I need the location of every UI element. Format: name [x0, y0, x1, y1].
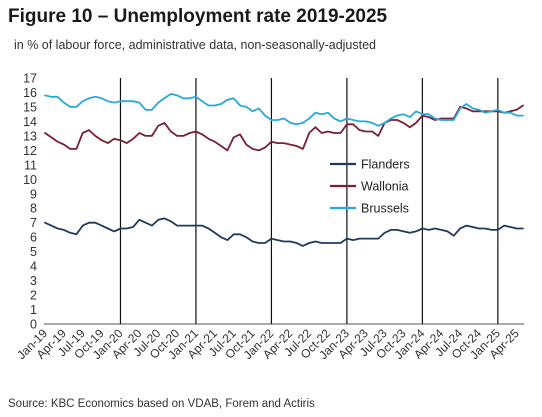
series-lines [44, 93, 524, 247]
legend: Flanders Wallonia Brussels [330, 158, 410, 216]
y-tick-label: 7 [30, 216, 37, 230]
y-tick-label: 15 [23, 100, 37, 114]
legend-label-wallonia: Wallonia [361, 180, 409, 194]
y-tick-label: 8 [30, 202, 37, 216]
legend-label-brussels: Brussels [361, 202, 409, 216]
y-tick-label: 0 [30, 318, 37, 332]
y-tick-label: 17 [23, 72, 37, 86]
y-tick-label: 13 [23, 129, 37, 143]
figure-subtitle: in % of labour force, administrative dat… [14, 38, 377, 52]
y-tick-label: 1 [30, 303, 37, 317]
y-tick-label: 11 [24, 158, 37, 172]
y-tick-label: 10 [23, 173, 37, 187]
year-separators [119, 78, 499, 324]
y-tick-label: 3 [30, 274, 37, 288]
x-axis: Jan-19Apr-19Jul-19Oct-19Jan-20Apr-20Jul-… [14, 323, 524, 362]
figure-title: Figure 10 – Unemployment rate 2019-2025 [8, 6, 388, 27]
figure-source: Source: KBC Economics based on VDAB, For… [8, 398, 315, 410]
y-tick-label: 12 [23, 144, 37, 158]
series-line-brussels [44, 93, 524, 127]
y-tick-label: 2 [30, 289, 37, 303]
y-tick-label: 9 [30, 187, 37, 201]
series-line-flanders [44, 217, 524, 247]
y-tick-label: 6 [30, 231, 37, 245]
y-tick-label: 4 [30, 260, 37, 274]
y-tick-label: 16 [23, 86, 37, 100]
legend-label-flanders: Flanders [361, 158, 410, 172]
series-line-wallonia [44, 104, 524, 152]
y-tick-label: 14 [23, 115, 37, 129]
y-tick-label: 5 [30, 245, 37, 259]
